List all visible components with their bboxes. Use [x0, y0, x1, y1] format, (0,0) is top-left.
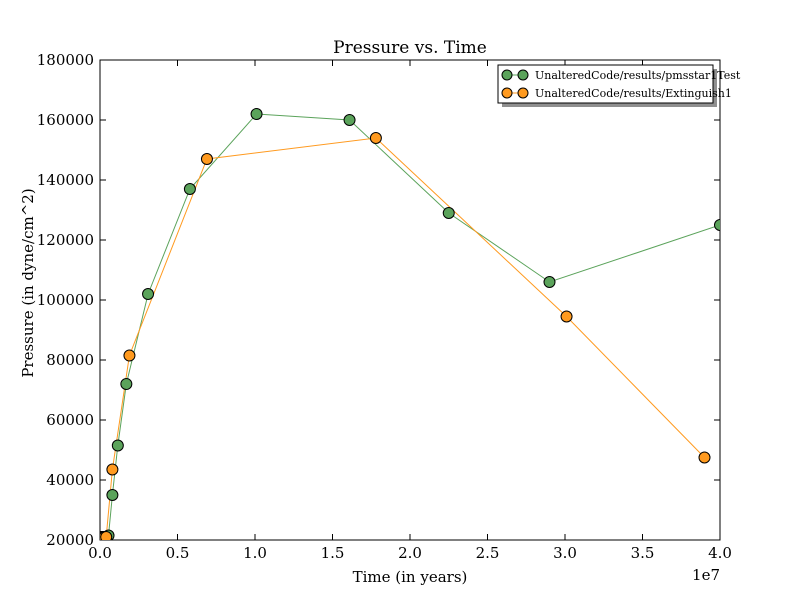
y-axis-label: Pressure (in dyne/cm^2) — [19, 188, 37, 377]
y-tick-label: 140000 — [37, 171, 94, 189]
legend-label-extinguish1: UnalteredCode/results/Extinguish1 — [535, 87, 732, 100]
series-0-point — [543, 276, 556, 288]
legend-marker-extinguish1-a — [501, 87, 513, 99]
y-axis: 20000 40000 60000 80000 100000 120000 140000 16… — [37, 51, 720, 549]
series-1-point — [560, 310, 573, 323]
x-axis-offset-label: 1e7 — [692, 566, 720, 584]
series-1-point — [123, 349, 136, 362]
series-0-point — [142, 288, 155, 300]
legend-entry-extinguish1: UnalteredCode/results/Extinguish1 — [501, 87, 732, 100]
legend-box — [497, 64, 714, 104]
y-tick-label: 100000 — [37, 291, 94, 309]
series-layer — [100, 108, 720, 540]
legend-entry-pmsstar1test: UnalteredCode/results/pmsstar1Test — [501, 69, 741, 82]
series-0-point — [183, 183, 196, 195]
legend-marker-extinguish1-b — [517, 87, 529, 99]
legend-marker-pmsstar1test-a — [501, 69, 513, 81]
chart-title: Pressure vs. Time — [333, 38, 487, 58]
y-tick-label: 80000 — [46, 351, 94, 369]
series-0-point — [343, 114, 356, 126]
series-1-point — [698, 451, 711, 464]
series-0-point — [442, 207, 455, 219]
x-tick-label: 1.0 — [243, 544, 267, 562]
series-line-1 — [100, 137, 705, 538]
legend-marker-pmsstar1test-b — [517, 69, 529, 81]
x-tick-label: 3.5 — [631, 544, 655, 562]
series-0-point — [250, 108, 263, 120]
legend: UnalteredCode/results/pmsstar1Test Unalt… — [497, 64, 741, 107]
series-line-0 — [100, 113, 720, 538]
x-tick-label: 2.5 — [476, 544, 500, 562]
series-1-point — [200, 153, 213, 165]
series-0-point — [106, 489, 119, 501]
y-tick-label: 40000 — [46, 471, 94, 489]
x-axis-label: Time (in years) — [353, 568, 468, 586]
series-1-point — [100, 531, 113, 540]
y-tick-label: 180000 — [37, 51, 94, 69]
series-0-point — [111, 439, 124, 452]
x-axis: 0.0 0.5 1.0 1.5 2.0 2.5 3.0 3.5 4.0 — [88, 60, 732, 562]
plot-frame — [99, 59, 721, 541]
x-tick-label: 3.0 — [553, 544, 577, 562]
plot-area — [100, 108, 720, 540]
series-0-point — [120, 378, 133, 390]
x-tick-label: 2.0 — [398, 544, 422, 562]
y-tick-label: 20000 — [46, 531, 94, 549]
x-tick-label: 1.5 — [321, 544, 345, 562]
y-tick-label: 60000 — [46, 411, 94, 429]
x-tick-label: 0.5 — [166, 544, 190, 562]
series-0-point — [714, 219, 720, 231]
series-1-point — [106, 463, 119, 476]
x-tick-label: 4.0 — [708, 544, 732, 562]
y-tick-label: 160000 — [37, 111, 94, 129]
y-tick-label: 120000 — [37, 231, 94, 249]
x-tick-label: 0.0 — [88, 544, 112, 562]
legend-label-pmsstar1test: UnalteredCode/results/pmsstar1Test — [535, 69, 741, 82]
series-1-point — [369, 132, 382, 144]
